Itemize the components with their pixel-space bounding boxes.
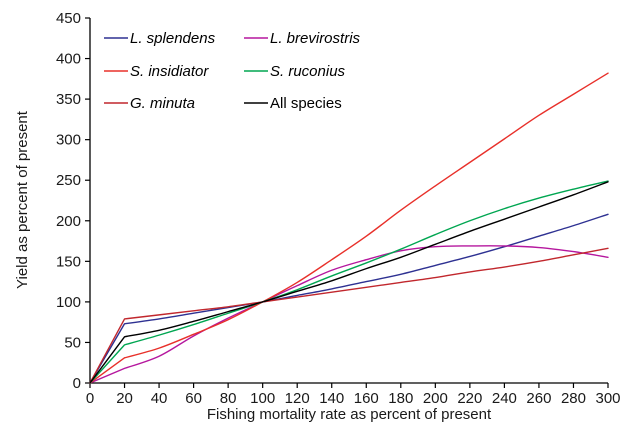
axes	[89, 18, 608, 384]
y-tick-label: 250	[56, 172, 81, 189]
y-tick-label: 150	[56, 253, 81, 270]
x-tick-label: 60	[185, 390, 202, 407]
y-tick-label: 100	[56, 294, 81, 311]
x-tick-label: 180	[388, 390, 413, 407]
x-tick-label: 80	[220, 390, 237, 407]
x-tick-label: 120	[285, 390, 310, 407]
legend: L. splendens L. brevirostris S. insidiator…	[104, 30, 361, 112]
y-tick-label: 50	[64, 334, 81, 351]
x-tick-label: 160	[354, 390, 379, 407]
x-tick-label: 100	[250, 390, 275, 407]
x-tick-label: 300	[595, 390, 620, 407]
x-tick-label: 0	[86, 390, 94, 407]
x-axis-title: Fishing mortality rate as percent of pre…	[207, 406, 492, 423]
y-tick-label: 0	[73, 375, 81, 392]
legend-label-all-species: All species	[270, 95, 342, 112]
y-axis-title: Yield as percent of present	[14, 110, 31, 289]
x-tick-label: 260	[526, 390, 551, 407]
y-tick-label: 350	[56, 91, 81, 108]
x-tick-label: 200	[423, 390, 448, 407]
x-tick-label: 220	[457, 390, 482, 407]
series-line-all-species	[89, 181, 609, 384]
y-tick-label: 450	[56, 10, 81, 27]
legend-label-s-insidiator: S. insidiator	[130, 63, 209, 80]
y-tick-label: 400	[56, 51, 81, 68]
legend-label-s-ruconius: S. ruconius	[270, 63, 346, 80]
y-axis-ticks: 0 50 100 150 200 250 300 350 400 450	[56, 10, 90, 392]
series-line-l-splendens	[89, 213, 609, 384]
x-tick-label: 240	[492, 390, 517, 407]
series-line-s-insidiator	[89, 72, 609, 384]
x-axis-ticks: 0 20 40 60 80 100 120 140 160 180 200 220 240 260 280 3…	[86, 383, 621, 407]
legend-label-g-minuta: G. minuta	[130, 95, 195, 112]
x-tick-label: 20	[116, 390, 133, 407]
series-line-s-ruconius	[89, 180, 609, 384]
series-line-g-minuta	[89, 247, 609, 384]
y-tick-label: 300	[56, 132, 81, 149]
legend-label-l-splendens: L. splendens	[130, 30, 216, 47]
y-tick-label: 200	[56, 213, 81, 230]
series-lines	[89, 72, 609, 384]
x-tick-label: 40	[151, 390, 168, 407]
legend-label-l-brevirostris: L. brevirostris	[270, 30, 361, 47]
x-tick-label: 140	[319, 390, 344, 407]
x-tick-label: 280	[561, 390, 586, 407]
